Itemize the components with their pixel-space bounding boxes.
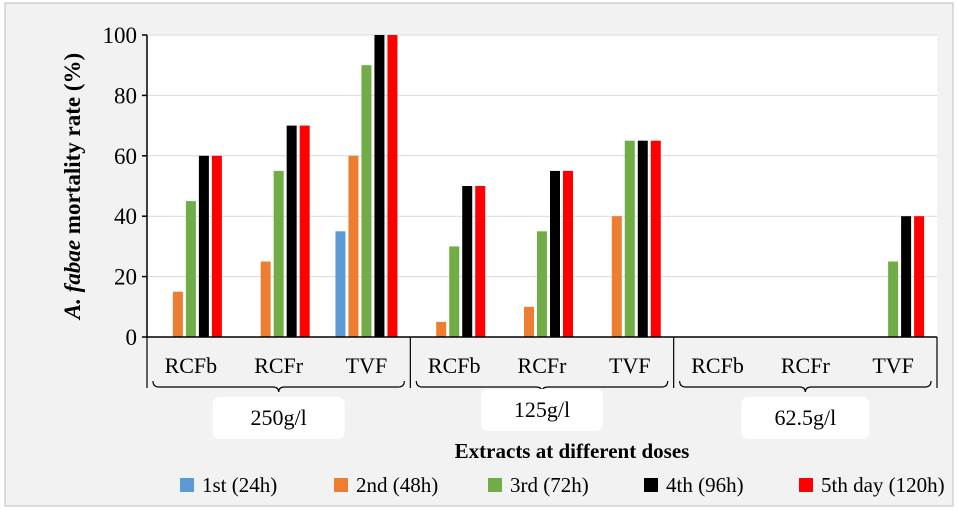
bar xyxy=(260,261,271,337)
y-tick-label: 60 xyxy=(114,144,137,169)
bar xyxy=(524,306,534,337)
group-label: 250g/l xyxy=(251,405,307,430)
y-tick-label: 0 xyxy=(126,325,138,350)
group-brace xyxy=(679,380,932,393)
bar xyxy=(901,216,912,337)
group-label-box xyxy=(481,389,603,431)
x-category-label: RCFb xyxy=(428,353,481,378)
axes xyxy=(142,34,937,338)
legend-swatch xyxy=(644,478,658,492)
legend: 1st (24h) 2nd (48h) 3rd (72h) 4th (96h) 5th … xyxy=(180,473,945,497)
bar xyxy=(172,291,183,337)
bar xyxy=(537,231,547,337)
bar xyxy=(611,216,622,337)
y-tick-label: 40 xyxy=(114,204,137,229)
y-tick-label: 20 xyxy=(114,265,137,290)
legend-label: 3rd (72h) xyxy=(510,473,589,497)
y-axis-title-rest: mortality rate (%) xyxy=(60,53,85,240)
bar xyxy=(436,321,447,337)
bar xyxy=(335,231,346,337)
bar xyxy=(185,201,196,337)
x-category-label: RCFr xyxy=(781,353,831,378)
bar xyxy=(348,155,359,337)
x-category-label: RCFb xyxy=(165,353,218,378)
bar xyxy=(563,170,573,337)
y-tick-label: 80 xyxy=(114,83,137,108)
group-labels: 250g/l 125g/l 62.5g/l xyxy=(146,337,938,439)
x-category-labels: RCFb RCFr TVF RCFb RCFr TVF RCFb RCFr TVF xyxy=(165,353,914,378)
x-category-label: TVF xyxy=(346,353,388,378)
bar xyxy=(449,246,460,337)
bar xyxy=(914,216,925,337)
x-axis-title: Extracts at different doses xyxy=(455,439,690,463)
y-axis-title-italic: A. fabae xyxy=(60,240,85,321)
bar xyxy=(637,140,648,337)
y-tick-labels: 0 20 40 60 80 100 xyxy=(103,23,138,350)
group-label: 125g/l xyxy=(514,397,570,422)
legend-swatch xyxy=(180,478,194,492)
bar xyxy=(286,125,297,337)
bar xyxy=(361,65,372,337)
bar xyxy=(273,170,284,337)
legend-label: 5th day (120h) xyxy=(821,473,945,497)
y-tick-label: 100 xyxy=(103,23,138,48)
x-category-label: RCFr xyxy=(254,353,304,378)
bar xyxy=(462,186,473,337)
bar xyxy=(888,261,899,337)
x-category-label: RCFr xyxy=(518,353,568,378)
bar xyxy=(374,35,385,337)
x-category-label: TVF xyxy=(872,353,914,378)
legend-label: 1st (24h) xyxy=(202,473,277,497)
bars xyxy=(172,35,925,337)
x-category-label: RCFb xyxy=(691,353,744,378)
legend-swatch xyxy=(799,478,813,492)
bar xyxy=(387,35,398,337)
legend-swatch xyxy=(334,478,348,492)
bar xyxy=(550,170,560,337)
bar xyxy=(624,140,635,337)
bar xyxy=(650,140,661,337)
group-label: 62.5g/l xyxy=(774,405,836,430)
gridlines xyxy=(147,34,937,278)
group-label-box xyxy=(741,397,870,439)
group-label-box xyxy=(212,397,345,439)
bar xyxy=(211,155,222,337)
group-brace xyxy=(152,380,405,393)
bar xyxy=(299,125,310,337)
legend-label: 4th (96h) xyxy=(666,473,744,497)
legend-swatch xyxy=(488,478,502,492)
x-category-label: TVF xyxy=(609,353,651,378)
bar xyxy=(475,186,486,337)
y-axis-title: A. fabae mortality rate (%) xyxy=(60,53,85,321)
legend-label: 2nd (48h) xyxy=(356,473,438,497)
bar xyxy=(198,155,209,337)
